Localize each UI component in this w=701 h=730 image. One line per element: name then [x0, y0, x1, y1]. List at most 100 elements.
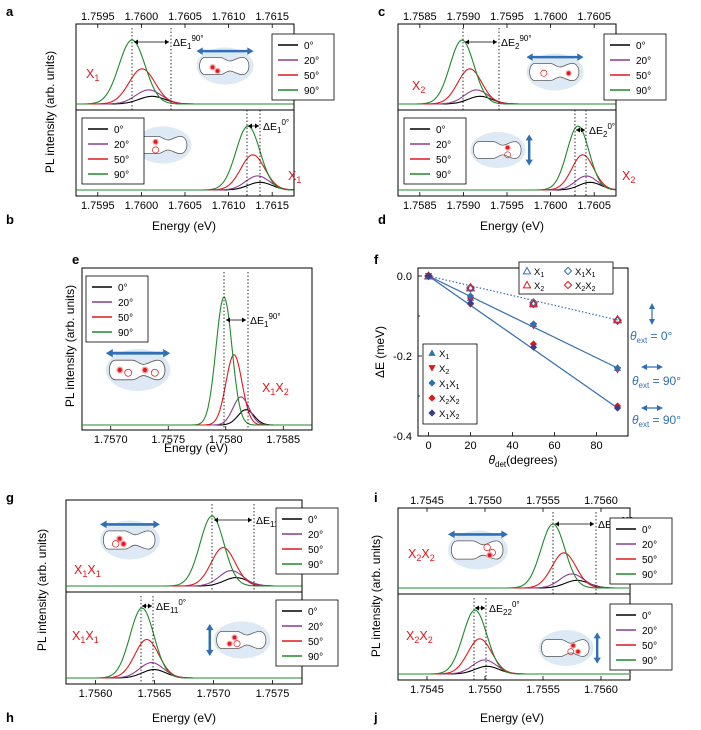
arrow-tip	[555, 521, 559, 527]
legend-entry: 50°	[308, 545, 323, 556]
arrow-head-left	[100, 520, 107, 529]
molecule-icon	[105, 349, 171, 391]
arrow-head-up	[206, 623, 214, 631]
tick-label-bottom: 1.7590	[447, 200, 481, 212]
legend-entry: X2	[534, 281, 544, 293]
exciton-dot	[150, 368, 159, 377]
molecule-shape	[199, 56, 250, 76]
arrow-tip	[493, 39, 497, 45]
data-point	[613, 404, 622, 412]
state-label: X1X1	[72, 629, 99, 645]
arrow-tip	[148, 603, 152, 609]
pl-curve	[66, 570, 302, 587]
molecule-icon	[448, 530, 508, 570]
dot-hole	[233, 640, 241, 648]
arrow-tip	[590, 521, 594, 527]
molecule-icon	[100, 520, 160, 560]
legend-entry: X1X1	[439, 379, 460, 391]
data-point	[529, 299, 538, 309]
data-point	[428, 394, 436, 402]
arrow-tip	[657, 364, 663, 370]
exciton-dot	[504, 151, 511, 159]
tick-label-top: 1.7610	[212, 11, 246, 23]
legend: 0° 20° 50° 90°	[603, 33, 667, 101]
arrow-tip	[657, 405, 663, 411]
pl-curve	[82, 396, 312, 426]
fit-line	[428, 275, 618, 369]
arrow-tip	[649, 319, 655, 325]
y-axis-label: ΔE (meV)	[373, 326, 387, 378]
exciton-dot	[483, 543, 491, 552]
pl-curve	[398, 39, 616, 105]
y-axis-label: PL intensity (arb. units)	[369, 535, 383, 657]
panel-letter: a	[6, 4, 14, 19]
legend-entry: 20°	[642, 626, 657, 637]
state-label: X2X2	[408, 547, 435, 563]
legend-entry: 0°	[118, 283, 128, 294]
plot-frame	[81, 267, 313, 431]
state-label: X1X2	[262, 381, 289, 397]
legend-entry: 20°	[308, 530, 323, 541]
tick-label-bottom: 1.7600	[534, 200, 568, 212]
tick-label-top: 1.7550	[468, 495, 502, 507]
tick-label-bottom: 1.7545	[410, 684, 444, 696]
data-point	[428, 349, 436, 356]
delta-e-label: ΔE10°	[263, 118, 289, 135]
arrow-head-right	[501, 530, 508, 539]
tick-label-top: 1.7615	[255, 11, 289, 23]
data-point	[613, 316, 622, 326]
legend-entry: 20°	[636, 56, 651, 67]
theta-ext-annotation: θext = 90°	[632, 413, 681, 429]
data-point	[529, 343, 538, 351]
legend-entry: 0°	[304, 41, 314, 52]
tick-label-bottom: 1.7595	[490, 200, 524, 212]
arrow-tip	[255, 123, 259, 129]
dot-hole	[504, 151, 511, 159]
tick-label-bottom: 1.7560	[79, 688, 113, 700]
legend-entry: 20°	[642, 540, 657, 551]
legend-entry: X2	[439, 364, 449, 376]
molecule-shape	[102, 530, 156, 550]
dot-core	[571, 643, 575, 648]
delta-e-label: ΔE290°	[501, 34, 532, 51]
exciton-dot	[112, 540, 120, 548]
theta-ext-annotation: θext = 90°	[632, 374, 681, 390]
molecule-shape	[541, 639, 590, 657]
legend-entry: 0°	[114, 125, 124, 136]
exciton-dot	[504, 144, 511, 151]
legend-entry: X1X1	[575, 267, 596, 279]
data-point	[529, 298, 538, 307]
legend: 0° 20° 50° 90°	[275, 507, 339, 575]
tick-label-bottom: 1.7575	[151, 434, 185, 446]
arrow-head-right	[163, 349, 171, 358]
panel-letter: i	[374, 490, 378, 505]
arrow-head-right	[577, 53, 584, 61]
data-point	[428, 409, 436, 417]
arrow-tip	[134, 39, 138, 45]
y-axis-label: PL intensity (arb. units)	[43, 51, 57, 173]
y-axis-label: PL intensity (arb. units)	[35, 529, 49, 651]
x-axis-label: Energy (eV)	[152, 711, 216, 725]
delta-e-label: ΔE220°	[489, 600, 520, 617]
arrow-head-down	[206, 649, 214, 657]
pl-curve	[66, 662, 302, 679]
dot-hole	[483, 543, 491, 552]
state-label: X2X2	[406, 629, 433, 645]
tick-label-bottom: 1.7580	[209, 434, 243, 446]
exciton-dot	[209, 64, 216, 71]
exciton-dot	[567, 648, 575, 655]
tick-label-bottom: 1.7615	[255, 200, 289, 212]
tick-label-bottom: 1.7605	[168, 200, 202, 212]
dot-core	[487, 553, 492, 558]
data-point	[613, 315, 622, 325]
delta-e-label: ΔE190°	[173, 34, 204, 51]
arrow-head-left	[448, 530, 455, 539]
tick-label-bottom: 1.7555	[526, 684, 560, 696]
dot-hole	[567, 648, 575, 655]
dot-core	[142, 367, 148, 373]
x-tick-label: 0	[425, 440, 431, 452]
panel-letter: j	[373, 710, 378, 725]
tick-label-bottom: 1.7550	[468, 684, 502, 696]
dot-core	[215, 69, 220, 73]
